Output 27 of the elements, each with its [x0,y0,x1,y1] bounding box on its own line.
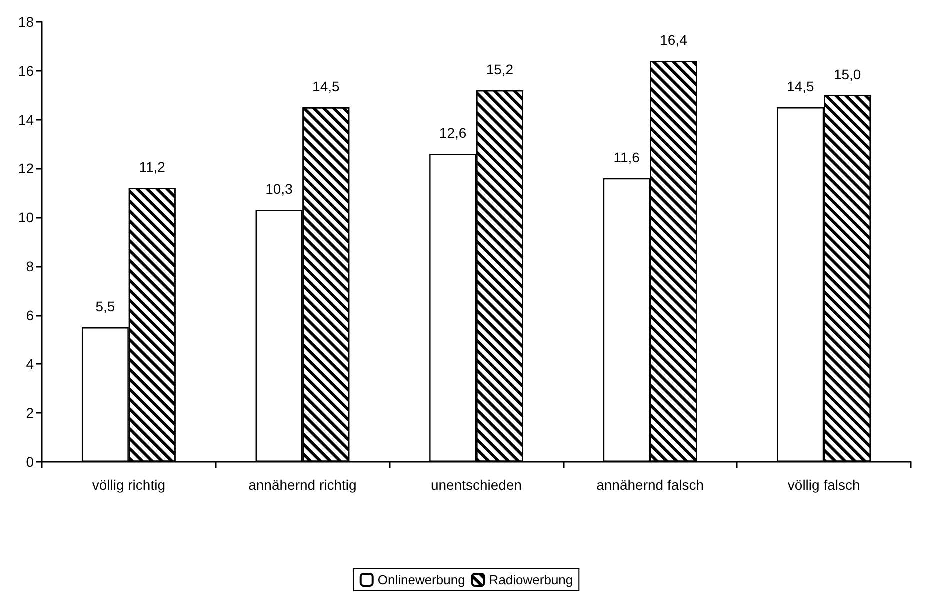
data-label: 5,5 [96,298,116,315]
y-tick-label: 10 [18,210,34,226]
y-tick-label: 2 [26,405,34,422]
data-label: 16,4 [660,32,688,48]
legend-label: Radiowerbung [489,572,574,588]
y-tick-label: 12 [18,160,34,177]
y-tick-label: 4 [26,356,34,372]
data-label: 10,3 [266,181,294,198]
data-label: 14,5 [787,78,814,95]
y-tick-label: 8 [26,258,34,274]
y-tick-label: 6 [26,307,34,324]
data-label: 15,0 [834,66,862,82]
data-label: 15,2 [486,61,514,78]
x-tick-label: annähernd richtig [248,477,357,493]
x-tick-label: unentschieden [430,477,522,493]
data-label: 14,5 [312,78,340,95]
data-label: 12,6 [439,125,467,141]
data-label: 11,6 [614,149,640,166]
y-tick-label: 18 [18,14,34,30]
x-tick-label: völlig richtig [92,477,166,493]
x-tick-label: völlig falsch [788,477,860,493]
y-tick-label: 14 [18,112,34,128]
y-tick-label: 16 [18,62,34,79]
data-label: 11,2 [139,159,166,176]
y-tick-label: 0 [26,454,34,470]
legend-label: Onlinewerbung [378,572,466,588]
x-tick-label: annähernd falsch [596,477,704,493]
